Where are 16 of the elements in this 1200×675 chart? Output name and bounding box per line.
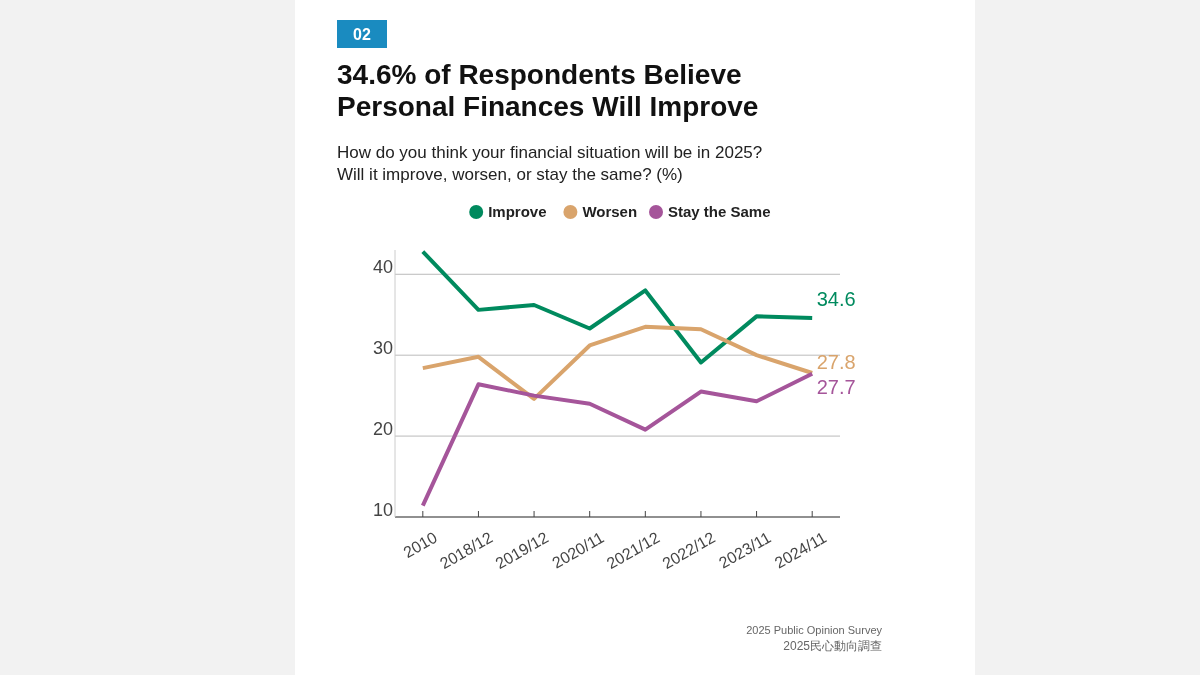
chart-subtitle: How do you think your financial situation will be in 2025? Will it improve, worsen, or stay the same? (%) xyxy=(337,143,763,184)
text: 2025民心動向調查 xyxy=(783,639,882,653)
y-tick-label: 40 xyxy=(372,257,394,278)
y-tick-label: 20 xyxy=(372,419,394,440)
x-tick-label: 2010 xyxy=(400,528,440,562)
data-label: 27.8 xyxy=(816,350,856,373)
chart-title: 34.6% of Respondents Believe Personal Finances Will Improve xyxy=(337,59,759,122)
legend-label: Worsen xyxy=(582,203,638,220)
text: 02 xyxy=(353,26,371,43)
legend-label: Stay the Same xyxy=(668,203,771,220)
legend-label: Improve xyxy=(488,203,547,220)
y-tick-label: 10 xyxy=(372,500,394,520)
text: 2025 Public Opinion Survey xyxy=(746,624,883,636)
data-label: 27.7 xyxy=(816,375,856,398)
y-tick-label: 30 xyxy=(372,338,394,359)
data-label: 34.6 xyxy=(816,287,856,310)
